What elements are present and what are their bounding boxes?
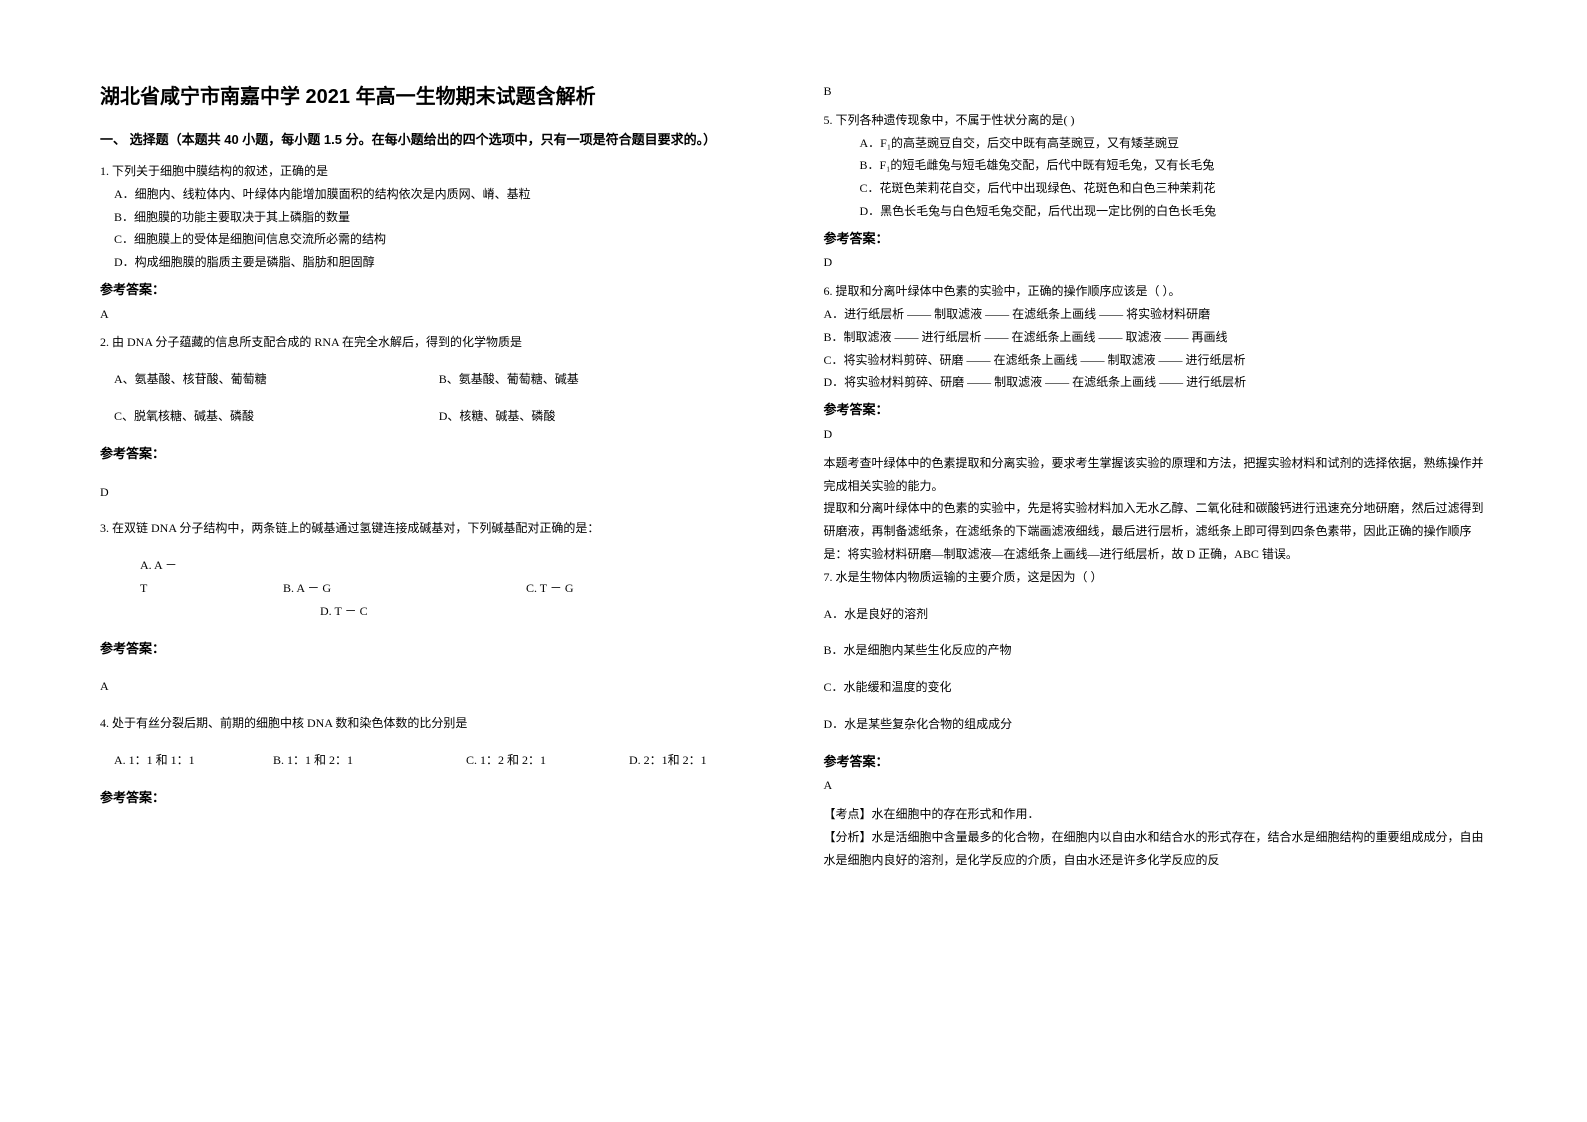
q3-option-a: A. A － T: [100, 554, 180, 600]
q7-answer: A: [824, 774, 1488, 797]
q6-option-a: A．进行纸层析 —— 制取滤液 —— 在滤纸条上画线 —— 将实验材料研磨: [824, 303, 1488, 326]
q2-option-a: A、氨基酸、核苷酸、葡萄糖: [114, 368, 439, 391]
q4-answer: B: [824, 80, 1488, 103]
q1-option-c: C．细胞膜上的受体是细胞间信息交流所必需的结构: [100, 228, 764, 251]
q4-option-b: B. 1：1 和 2：1: [273, 749, 463, 772]
q5-option-a: A．F₁的高茎豌豆自交，后交中既有高茎豌豆，又有矮茎豌豆: [824, 132, 1488, 155]
q4-options: A. 1：1 和 1：1 B. 1：1 和 2：1 C. 1：2 和 2：1 D…: [100, 749, 764, 772]
q2-answer: D: [100, 481, 764, 504]
q3-option-b: B. A － G: [183, 577, 383, 600]
q5-option-b: B．F₁的短毛雌兔与短毛雄兔交配，后代中既有短毛兔，又有长毛兔: [824, 154, 1488, 177]
q6-answer-label: 参考答案：: [824, 398, 1488, 423]
q1-option-a: A．细胞内、线粒体内、叶绿体内能增加膜面积的结构依次是内质网、嵴、基粒: [100, 183, 764, 206]
q2-option-c: C、脱氧核糖、碱基、磷酸: [114, 405, 439, 428]
q6-option-d: D．将实验材料剪碎、研磨 —— 制取滤液 —— 在滤纸条上画线 —— 进行纸层析: [824, 371, 1488, 394]
q3-option-d: D. T － C: [100, 600, 368, 623]
q4-stem: 4. 处于有丝分裂后期、前期的细胞中核 DNA 数和染色体数的比分别是: [100, 712, 764, 735]
q2-answer-label: 参考答案：: [100, 442, 764, 467]
q7-option-d: D．水是某些复杂化合物的组成成分: [824, 713, 1488, 736]
q5-stem: 5. 下列各种遗传现象中，不属于性状分离的是( ): [824, 109, 1488, 132]
left-column: 湖北省咸宁市南嘉中学 2021 年高一生物期末试题含解析 一、 选择题（本题共 …: [100, 80, 764, 1042]
q7-analysis: 【分析】水是活细胞中含量最多的化合物，在细胞内以自由水和结合水的形式存在，结合水…: [824, 826, 1488, 872]
section-header: 一、 选择题（本题共 40 小题，每小题 1.5 分。在每小题给出的四个选项中，…: [100, 129, 764, 148]
q4-option-c: C. 1：2 和 2：1: [466, 749, 626, 772]
q7-answer-label: 参考答案：: [824, 750, 1488, 775]
q1-option-d: D．构成细胞膜的脂质主要是磷脂、脂肪和胆固醇: [100, 251, 764, 274]
q3-options: A. A － T B. A － G C. T － G: [100, 554, 764, 600]
q3-option-d-row: D. T － C: [100, 600, 764, 623]
q2-stem: 2. 由 DNA 分子蕴藏的信息所支配合成的 RNA 在完全水解后，得到的化学物…: [100, 331, 764, 354]
q1-answer: A: [100, 303, 764, 326]
q3-option-c: C. T － G: [386, 577, 574, 600]
q7-stem: 7. 水是生物体内物质运输的主要介质，这是因为（ ）: [824, 566, 1488, 589]
q6-explanation-1: 本题考查叶绿体中的色素提取和分离实验，要求考生掌握该实验的原理和方法，把握实验材…: [824, 452, 1488, 498]
q7-option-a: A．水是良好的溶剂: [824, 603, 1488, 626]
page-title: 湖北省咸宁市南嘉中学 2021 年高一生物期末试题含解析: [100, 80, 764, 109]
q5-answer-label: 参考答案：: [824, 227, 1488, 252]
q2-options-row1: A、氨基酸、核苷酸、葡萄糖 B、氨基酸、葡萄糖、碱基: [100, 368, 764, 391]
q1-option-b: B．细胞膜的功能主要取决于其上磷脂的数量: [100, 206, 764, 229]
q1-answer-label: 参考答案：: [100, 278, 764, 303]
q5-option-c: C．花斑色茉莉花自交，后代中出现绿色、花斑色和白色三种茉莉花: [824, 177, 1488, 200]
q3-answer-label: 参考答案：: [100, 637, 764, 662]
q6-option-b: B．制取滤液 —— 进行纸层析 —— 在滤纸条上画线 —— 取滤液 —— 再画线: [824, 326, 1488, 349]
q6-option-c: C．将实验材料剪碎、研磨 —— 在滤纸条上画线 —— 制取滤液 —— 进行纸层析: [824, 349, 1488, 372]
q6-explanation-2: 提取和分离叶绿体中的色素的实验中，先是将实验材料加入无水乙醇、二氧化硅和碳酸钙进…: [824, 497, 1488, 565]
q5-answer: D: [824, 251, 1488, 274]
q3-answer: A: [100, 675, 764, 698]
right-column: B 5. 下列各种遗传现象中，不属于性状分离的是( ) A．F₁的高茎豌豆自交，…: [824, 80, 1488, 1042]
q4-option-a: A. 1：1 和 1：1: [100, 749, 270, 772]
q4-answer-label: 参考答案：: [100, 786, 764, 811]
q5-option-d: D．黑色长毛兔与白色短毛兔交配，后代出现一定比例的白色长毛兔: [824, 200, 1488, 223]
q2-option-d: D、核糖、碱基、磷酸: [439, 405, 764, 428]
q3-stem: 3. 在双链 DNA 分子结构中，两条链上的碱基通过氢键连接成碱基对，下列碱基配…: [100, 517, 764, 540]
q2-options-row2: C、脱氧核糖、碱基、磷酸 D、核糖、碱基、磷酸: [100, 405, 764, 428]
q1-stem: 1. 下列关于细胞中膜结构的叙述，正确的是: [100, 160, 764, 183]
q6-answer: D: [824, 423, 1488, 446]
q2-option-b: B、氨基酸、葡萄糖、碱基: [439, 368, 764, 391]
q7-option-c: C．水能缓和温度的变化: [824, 676, 1488, 699]
q4-option-d: D. 2：1和 2：1: [629, 749, 707, 772]
q7-point: 【考点】水在细胞中的存在形式和作用．: [824, 803, 1488, 826]
q7-option-b: B．水是细胞内某些生化反应的产物: [824, 639, 1488, 662]
q6-stem: 6. 提取和分离叶绿体中色素的实验中，正确的操作顺序应该是（ ）。: [824, 280, 1488, 303]
